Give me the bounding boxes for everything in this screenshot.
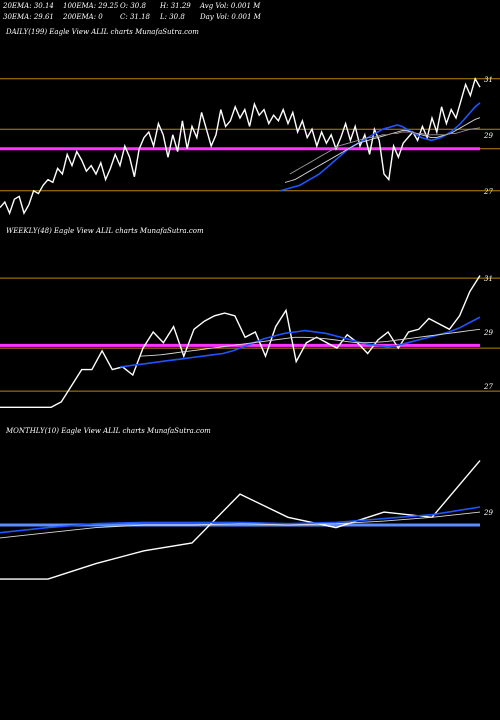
weekly-y-tick-label: 31 — [484, 275, 493, 283]
day-volume-value: Day Vol: 0.001 M — [200, 13, 261, 21]
monthly-ema-mid-line — [0, 511, 481, 539]
low-value: L: 30.8 — [160, 13, 185, 21]
open-value: O: 30.8 — [120, 2, 146, 10]
daily-y-tick-label: 29 — [483, 132, 493, 140]
ema100-value: 100EMA: 29.25 — [63, 2, 119, 10]
monthly-ema-fast-line — [0, 506, 481, 534]
daily-y-tick-label: 31 — [484, 76, 493, 84]
weekly-ema-mid-line — [139, 328, 481, 357]
avg-volume-value: Avg Vol: 0.001 M — [200, 2, 261, 10]
chart-header: 20EMA: 30.14 30EMA: 29.61 100EMA: 29.25 … — [0, 0, 500, 26]
weekly-panel-title: WEEKLY(48) Eagle View ALIL charts Munafa… — [6, 227, 204, 235]
weekly-y-tick-label: 27 — [483, 383, 493, 391]
monthly-price-line — [0, 460, 481, 580]
daily-panel-title: DAILY(199) Eagle View ALIL charts Munafa… — [6, 28, 199, 36]
daily-y-tick-label: 27 — [483, 188, 493, 196]
daily-price-line — [0, 77, 481, 216]
daily-ema-slow-line — [289, 127, 481, 175]
weekly-ema-fast-line — [119, 316, 481, 368]
monthly-y-tick-label: 29 — [483, 509, 493, 517]
ema20-value: 20EMA: 30.14 — [3, 2, 54, 10]
weekly-y-tick-label: 29 — [483, 329, 493, 337]
high-value: H: 31.29 — [160, 2, 191, 10]
monthly-panel-title: MONTHLY(10) Eagle View ALIL charts Munaf… — [6, 427, 211, 435]
ema30-value: 30EMA: 29.61 — [3, 13, 54, 21]
close-value: C: 31.18 — [120, 13, 150, 21]
weekly-price-line — [0, 275, 481, 408]
ema200-value: 200EMA: 0 — [63, 13, 103, 21]
